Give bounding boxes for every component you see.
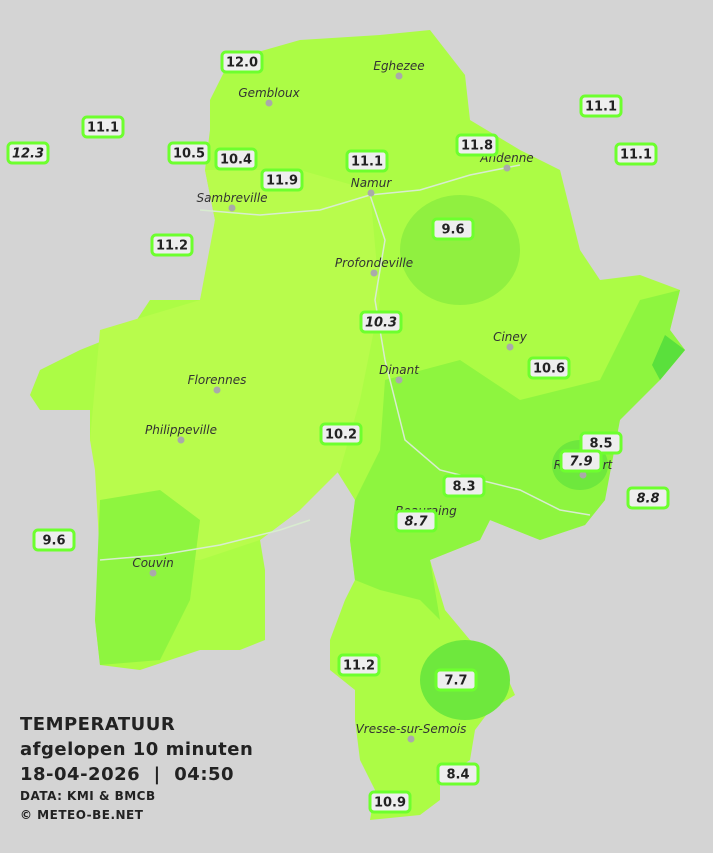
legend-text: TEMPERATUUR bbox=[20, 714, 176, 735]
river bbox=[369, 194, 591, 516]
city-name: Sambreville bbox=[196, 191, 267, 205]
city-name: Namur bbox=[351, 176, 393, 190]
station-value: 12.0 bbox=[226, 56, 258, 71]
station-box bbox=[167, 141, 211, 165]
city-name: Gembloux bbox=[238, 86, 300, 100]
city-dot bbox=[228, 204, 236, 212]
station-value: 8.7 bbox=[404, 515, 428, 530]
station-value: 8.8 bbox=[636, 492, 659, 507]
station-value: 11.8 bbox=[461, 139, 493, 154]
station-value: 7.9 bbox=[569, 455, 592, 470]
legend-text: © METEO-BE.NET bbox=[20, 808, 144, 822]
station-box bbox=[394, 509, 438, 533]
station-value: 11.1 bbox=[351, 155, 383, 170]
station-value: 10.5 bbox=[173, 147, 205, 162]
city-dot bbox=[506, 343, 514, 351]
city-dot bbox=[265, 99, 273, 107]
city-dot bbox=[370, 269, 378, 277]
city-dot bbox=[395, 72, 403, 80]
zone-light bbox=[90, 170, 380, 560]
station-box bbox=[220, 50, 264, 74]
station-box bbox=[559, 449, 603, 473]
station-value: 10.2 bbox=[325, 428, 357, 443]
station-value: 7.7 bbox=[444, 674, 467, 689]
city-name: Dinant bbox=[379, 363, 420, 377]
station-value: 10.9 bbox=[374, 796, 406, 811]
station-value: 11.1 bbox=[620, 148, 652, 163]
city-dot bbox=[503, 164, 511, 172]
city-dot bbox=[177, 436, 185, 444]
station-value: 9.6 bbox=[42, 534, 65, 549]
legend-text: DATA: KMI & BMCB bbox=[20, 789, 156, 803]
station-value: 11.9 bbox=[266, 174, 298, 189]
station-value: 8.3 bbox=[452, 480, 475, 495]
station-value: 10.3 bbox=[365, 316, 397, 331]
station-box bbox=[260, 168, 304, 192]
river bbox=[99, 519, 311, 561]
city-name: Philippeville bbox=[145, 423, 217, 437]
city-dot bbox=[213, 386, 221, 394]
station-box bbox=[434, 668, 478, 692]
station-value: 9.6 bbox=[441, 223, 464, 238]
station-value: 11.2 bbox=[156, 239, 188, 254]
station-value: 11.1 bbox=[87, 121, 119, 136]
station-box bbox=[455, 133, 499, 157]
station-box bbox=[6, 141, 50, 165]
station-value: 8.4 bbox=[446, 768, 469, 783]
city-dot bbox=[367, 189, 375, 197]
station-box bbox=[319, 422, 363, 446]
station-box bbox=[436, 762, 480, 786]
station-value: 11.2 bbox=[343, 659, 375, 674]
station-box bbox=[81, 115, 125, 139]
station-box bbox=[527, 356, 571, 380]
city-dot bbox=[407, 735, 415, 743]
city-name: Florennes bbox=[188, 373, 247, 387]
station-value: 10.4 bbox=[220, 153, 252, 168]
legend: TEMPERATUUR afgelopen 10 minuten 18-04-202… bbox=[20, 712, 253, 825]
station-value: 12.3 bbox=[12, 147, 44, 162]
legend-text: 18-04-2026 | 04:50 bbox=[20, 764, 235, 785]
zone-mid bbox=[95, 490, 200, 665]
station-box bbox=[431, 217, 475, 241]
station-box bbox=[579, 94, 623, 118]
station-box bbox=[150, 233, 194, 257]
station-box bbox=[337, 653, 381, 677]
city-dot bbox=[149, 569, 157, 577]
city-name: Couvin bbox=[132, 556, 173, 570]
legend-text: afgelopen 10 minuten bbox=[20, 739, 254, 760]
zone-mid bbox=[400, 195, 520, 305]
city-name: Profondeville bbox=[335, 256, 413, 270]
station-box bbox=[214, 147, 258, 171]
station-box bbox=[359, 310, 403, 334]
city-name: Vresse-sur-Semois bbox=[356, 722, 467, 736]
station-box bbox=[626, 486, 670, 510]
station-box bbox=[345, 149, 389, 173]
station-box bbox=[614, 142, 658, 166]
zone-mid bbox=[350, 290, 685, 620]
zone-cold bbox=[652, 335, 685, 380]
station-value: 8.5 bbox=[589, 437, 612, 452]
station-box bbox=[368, 790, 412, 814]
city-name: Ciney bbox=[493, 330, 528, 344]
station-value: 10.6 bbox=[533, 362, 565, 377]
city-dot bbox=[395, 376, 403, 384]
station-box bbox=[32, 528, 76, 552]
station-box bbox=[442, 474, 486, 498]
city-dot bbox=[579, 471, 587, 479]
station-value: 11.1 bbox=[585, 100, 617, 115]
city-name: Eghezee bbox=[373, 59, 424, 73]
